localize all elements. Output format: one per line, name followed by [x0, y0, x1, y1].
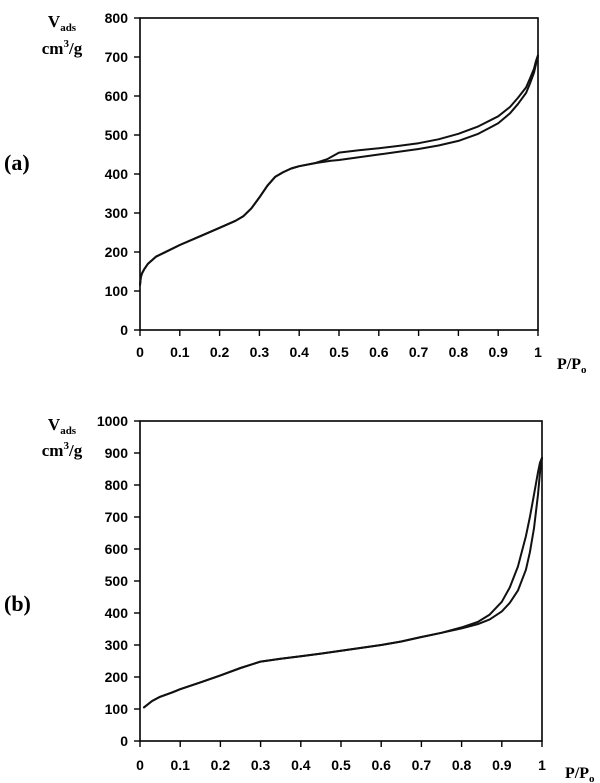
x-tick-label: 0.5 — [329, 344, 349, 360]
x-tick-label: 1 — [538, 757, 546, 773]
y-axis-label-unit: cm3/g — [42, 440, 83, 460]
y-tick-label: 0 — [120, 733, 128, 749]
y-tick-label: 100 — [105, 283, 129, 299]
x-tick-label: 0.3 — [251, 757, 271, 773]
x-tick-label: 0.8 — [449, 344, 469, 360]
plot-frame-1 — [139, 17, 539, 331]
x-tick-label: 0.9 — [488, 344, 508, 360]
x-tick-label: 0.7 — [412, 757, 432, 773]
y-tick-label: 600 — [105, 88, 129, 104]
y-tick-label: 1000 — [97, 413, 128, 429]
x-axis-label: P/Po — [565, 765, 595, 783]
x-tick-label: 0.2 — [211, 757, 231, 773]
x-tick-label: 1 — [534, 344, 542, 360]
x-tick-label: 0.6 — [371, 757, 391, 773]
y-tick-label: 0 — [120, 322, 128, 338]
y-axis-label-symbol: Vads — [48, 415, 77, 437]
y-tick-label: 200 — [105, 244, 129, 260]
x-tick-label: 0 — [136, 757, 144, 773]
series-line-2-1 — [143, 456, 543, 709]
x-tick-label: 0.6 — [369, 344, 389, 360]
y-tick-label: 700 — [105, 509, 129, 525]
series-line-1-1 — [139, 56, 539, 287]
y-tick-label: 600 — [105, 541, 129, 557]
x-axis-label: P/Po — [557, 356, 587, 376]
y-axis-label-unit: cm3/g — [42, 38, 83, 58]
y-tick-label: 300 — [105, 637, 129, 653]
y-tick-label: 400 — [105, 166, 129, 182]
x-tick-label: 0.3 — [250, 344, 270, 360]
x-tick-label: 0 — [136, 344, 144, 360]
x-tick-label: 0.7 — [409, 344, 429, 360]
x-tick-label: 0.4 — [289, 344, 309, 360]
series-line-2-2 — [143, 456, 543, 709]
y-tick-label: 100 — [105, 701, 129, 717]
x-tick-label: 0.5 — [331, 757, 351, 773]
y-tick-label: 500 — [105, 573, 129, 589]
y-axis-label-symbol: Vads — [48, 12, 77, 34]
x-tick-label: 0.2 — [210, 344, 230, 360]
y-tick-label: 800 — [105, 10, 129, 26]
panel-label: (a) — [4, 150, 30, 175]
x-tick-label: 0.9 — [492, 757, 512, 773]
x-tick-label: 0.1 — [170, 757, 190, 773]
plot-frame-2 — [139, 420, 543, 742]
y-tick-label: 700 — [105, 49, 129, 65]
x-tick-label: 0.4 — [291, 757, 311, 773]
panel-label: (b) — [4, 591, 31, 616]
y-tick-label: 800 — [105, 477, 129, 493]
y-tick-label: 300 — [105, 205, 129, 221]
series-line-1-2 — [139, 54, 539, 287]
x-tick-label: 0.8 — [452, 757, 472, 773]
y-tick-label: 400 — [105, 605, 129, 621]
x-tick-label: 0.1 — [170, 344, 190, 360]
y-tick-label: 500 — [105, 127, 129, 143]
y-tick-label: 900 — [105, 445, 129, 461]
y-tick-label: 200 — [105, 669, 129, 685]
